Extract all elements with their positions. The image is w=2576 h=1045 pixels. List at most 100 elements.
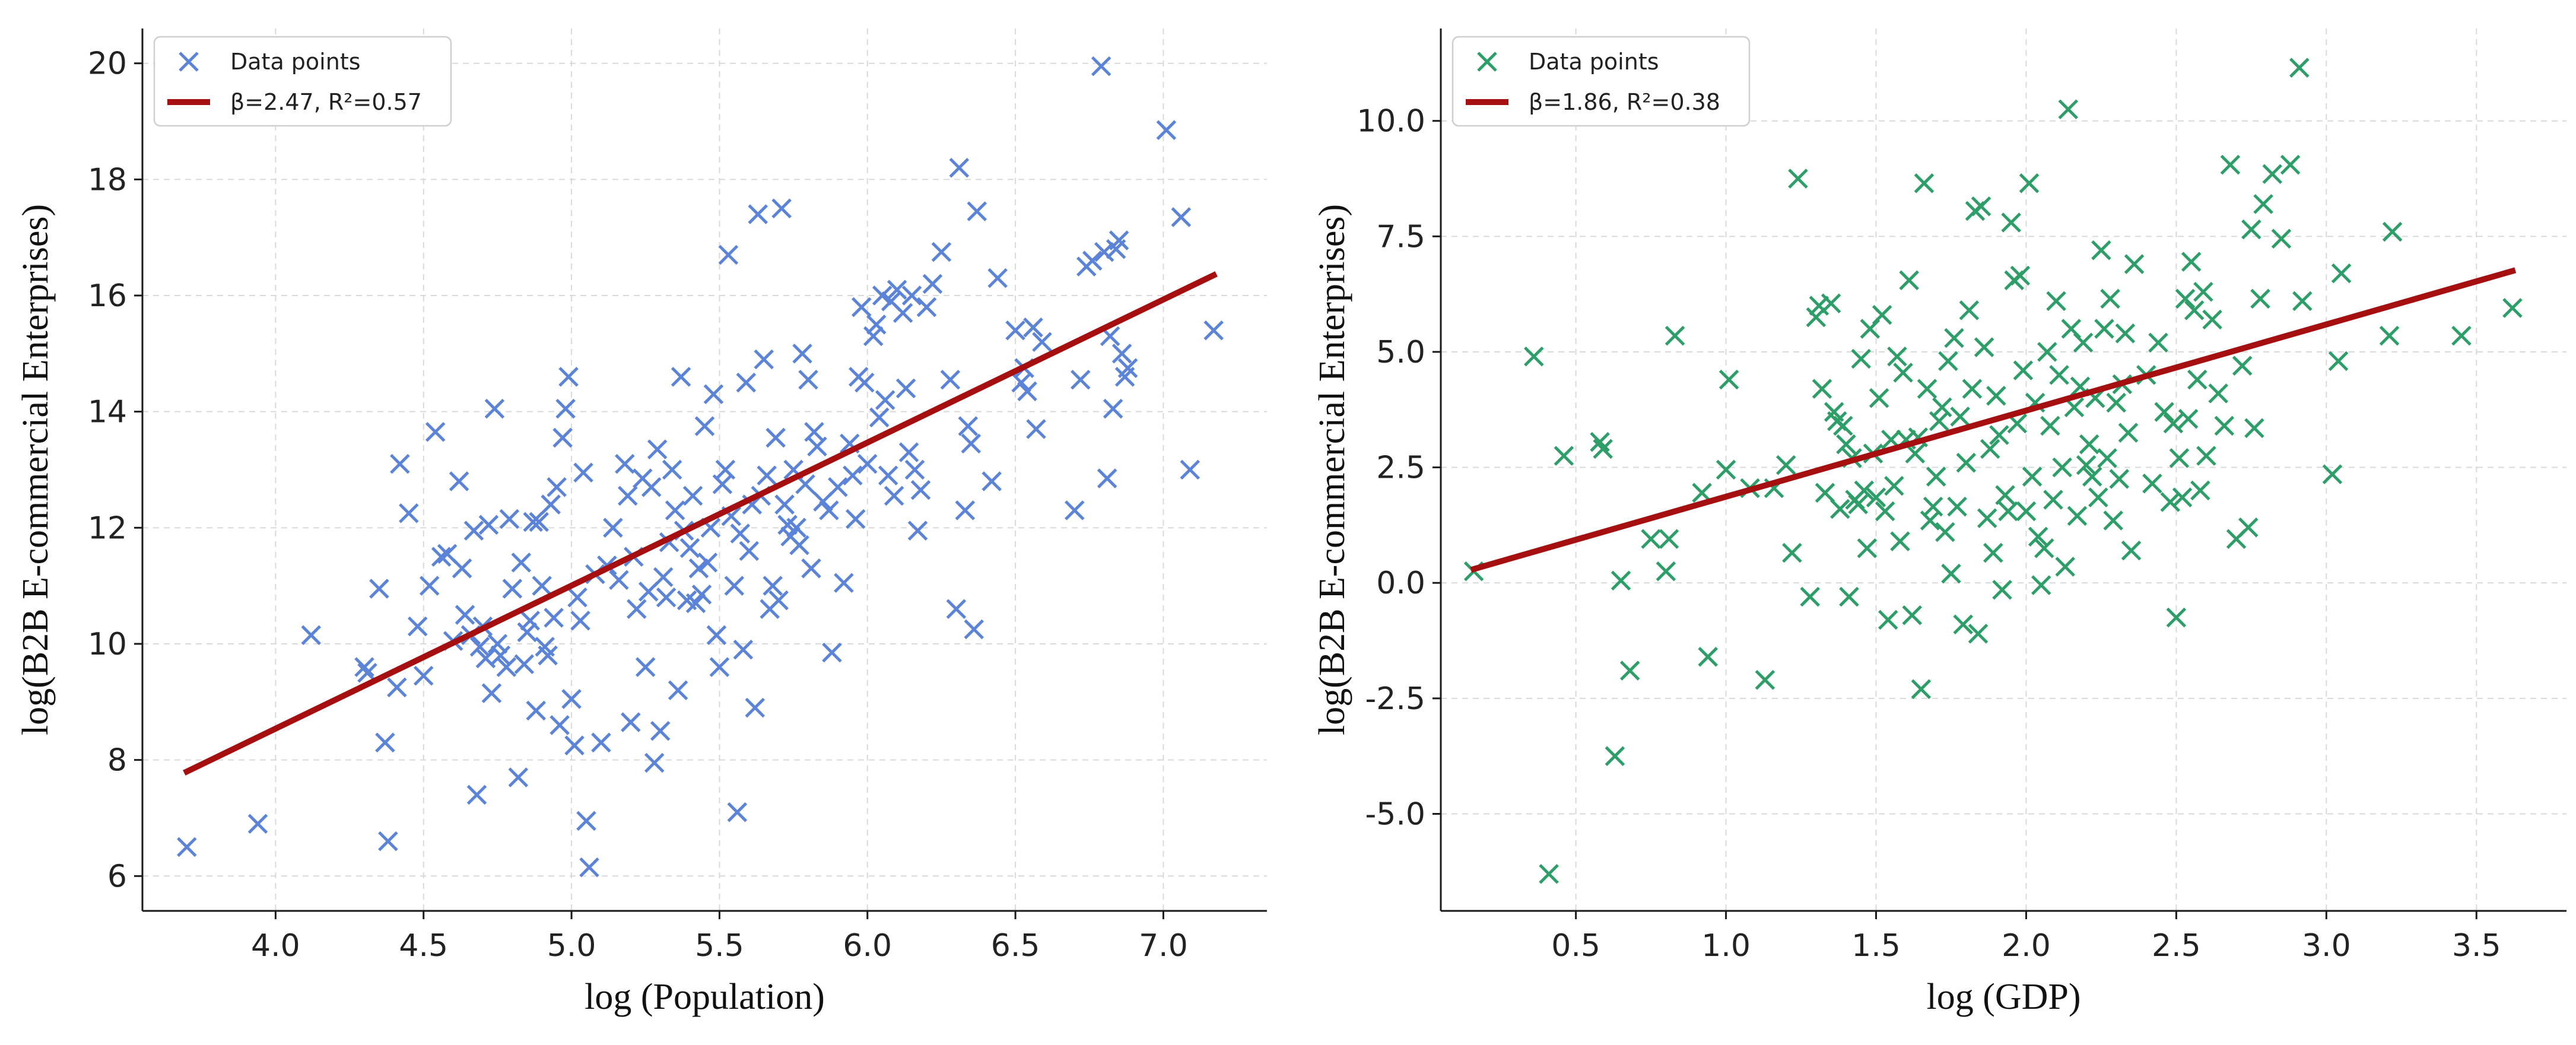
data-point-marker: [378, 831, 398, 852]
data-point-marker: [1836, 434, 1856, 455]
data-point-marker: [2115, 323, 2136, 344]
data-point-marker: [2046, 291, 2066, 312]
data-point-marker: [2382, 221, 2403, 242]
data-point-marker: [1017, 381, 1037, 402]
data-point-marker: [1974, 337, 1994, 357]
data-point-marker: [730, 523, 751, 544]
data-point-marker: [1611, 570, 1631, 591]
data-point-marker: [1788, 169, 1808, 189]
data-point-marker: [786, 517, 806, 538]
data-point-marker: [2013, 360, 2034, 380]
data-point-marker: [863, 326, 884, 347]
data-point-marker: [2019, 173, 2040, 193]
data-point-marker: [748, 204, 768, 224]
data-point-marker: [177, 837, 197, 857]
data-point-marker: [2073, 332, 2094, 353]
data-point-marker: [1005, 320, 1025, 341]
data-point-marker: [621, 712, 641, 732]
data-point-marker: [579, 857, 599, 878]
legend-marker-icon: [1477, 52, 1497, 72]
left-chart-panel: 4.0 4.5 5.0 5.5 6.0 6.5 7.0 6 8 10 12 14 16 18 20 log (…: [15, 28, 1267, 1017]
data-point-marker: [1821, 293, 1841, 313]
data-point-marker: [2088, 487, 2108, 507]
data-point-marker: [2184, 300, 2205, 320]
data-point-marker: [523, 512, 544, 532]
data-point-marker: [982, 471, 1002, 491]
data-point-marker: [1554, 446, 1574, 466]
data-point-marker: [517, 622, 538, 643]
data-point-marker: [487, 634, 508, 654]
y-tick-label: 10: [88, 627, 127, 662]
data-point-marker: [2253, 194, 2273, 214]
data-point-marker: [1932, 397, 1952, 418]
data-point-marker: [665, 500, 685, 520]
data-point-marker: [736, 372, 757, 393]
data-point-marker: [1698, 647, 1718, 667]
data-point-marker: [940, 370, 961, 390]
data-point-marker: [671, 367, 691, 387]
data-point-marker: [682, 485, 703, 506]
data-point-marker: [1887, 346, 1907, 367]
data-point-marker: [502, 579, 523, 599]
data-point-marker: [916, 297, 937, 317]
data-point-marker: [2124, 254, 2145, 274]
data-point-marker: [2331, 263, 2352, 284]
data-point-marker: [2178, 409, 2199, 429]
data-point-marker: [653, 567, 674, 587]
data-point-marker: [1857, 538, 1878, 558]
data-point-marker: [949, 158, 970, 178]
data-point-marker: [1605, 746, 1625, 766]
data-point-marker: [2082, 466, 2102, 487]
data-point-marker: [846, 509, 866, 529]
data-point-marker: [1935, 522, 1955, 542]
data-point-marker: [922, 274, 943, 294]
data-point-marker: [1905, 443, 1926, 464]
data-point-marker: [1171, 207, 1192, 227]
data-point-marker: [964, 619, 984, 640]
data-point-marker: [484, 399, 505, 419]
data-point-marker: [1833, 415, 1853, 436]
data-point-marker: [727, 802, 748, 822]
data-point-marker: [745, 697, 766, 718]
data-point-marker: [2058, 99, 2079, 120]
data-point-marker: [2016, 501, 2037, 522]
data-point-marker: [834, 573, 854, 593]
y-tick-label: 6: [107, 859, 127, 894]
data-point-marker: [1878, 609, 1898, 630]
x-tick-label: 6.0: [843, 928, 892, 964]
data-point-marker: [1872, 304, 1892, 325]
data-point-marker: [1923, 497, 1943, 517]
data-point-marker: [570, 611, 590, 631]
data-point-marker: [1926, 466, 1946, 487]
x-tick-label: 1.5: [1851, 928, 1901, 964]
data-point-marker: [2280, 154, 2301, 175]
data-point-marker: [1065, 500, 1085, 520]
data-point-marker: [1839, 586, 1859, 607]
data-point-marker: [1524, 346, 1544, 367]
data-point-marker: [301, 625, 322, 646]
data-point-marker: [1848, 494, 1868, 514]
data-point-marker: [2091, 240, 2111, 261]
data-point-marker: [2175, 288, 2196, 309]
data-point-marker: [1815, 482, 1835, 503]
data-point-marker: [766, 427, 786, 448]
data-point-marker: [1866, 487, 1886, 507]
data-point-marker: [478, 514, 499, 535]
data-point-marker: [499, 509, 520, 529]
data-point-marker: [2166, 607, 2187, 628]
data-point-marker: [855, 372, 875, 393]
data-point-marker: [544, 608, 564, 628]
data-point-marker: [576, 811, 596, 831]
data-point-marker: [449, 471, 469, 491]
data-point-marker: [1971, 196, 1991, 217]
data-point-marker: [2238, 517, 2259, 538]
data-point-marker: [1911, 679, 1932, 700]
data-point-marker: [369, 579, 389, 599]
data-point-marker: [481, 683, 502, 703]
data-point-marker: [2100, 288, 2120, 309]
data-point-marker: [2163, 413, 2184, 434]
data-point-marker: [907, 520, 928, 541]
data-point-marker: [1998, 501, 2018, 522]
data-point-marker: [739, 541, 760, 561]
